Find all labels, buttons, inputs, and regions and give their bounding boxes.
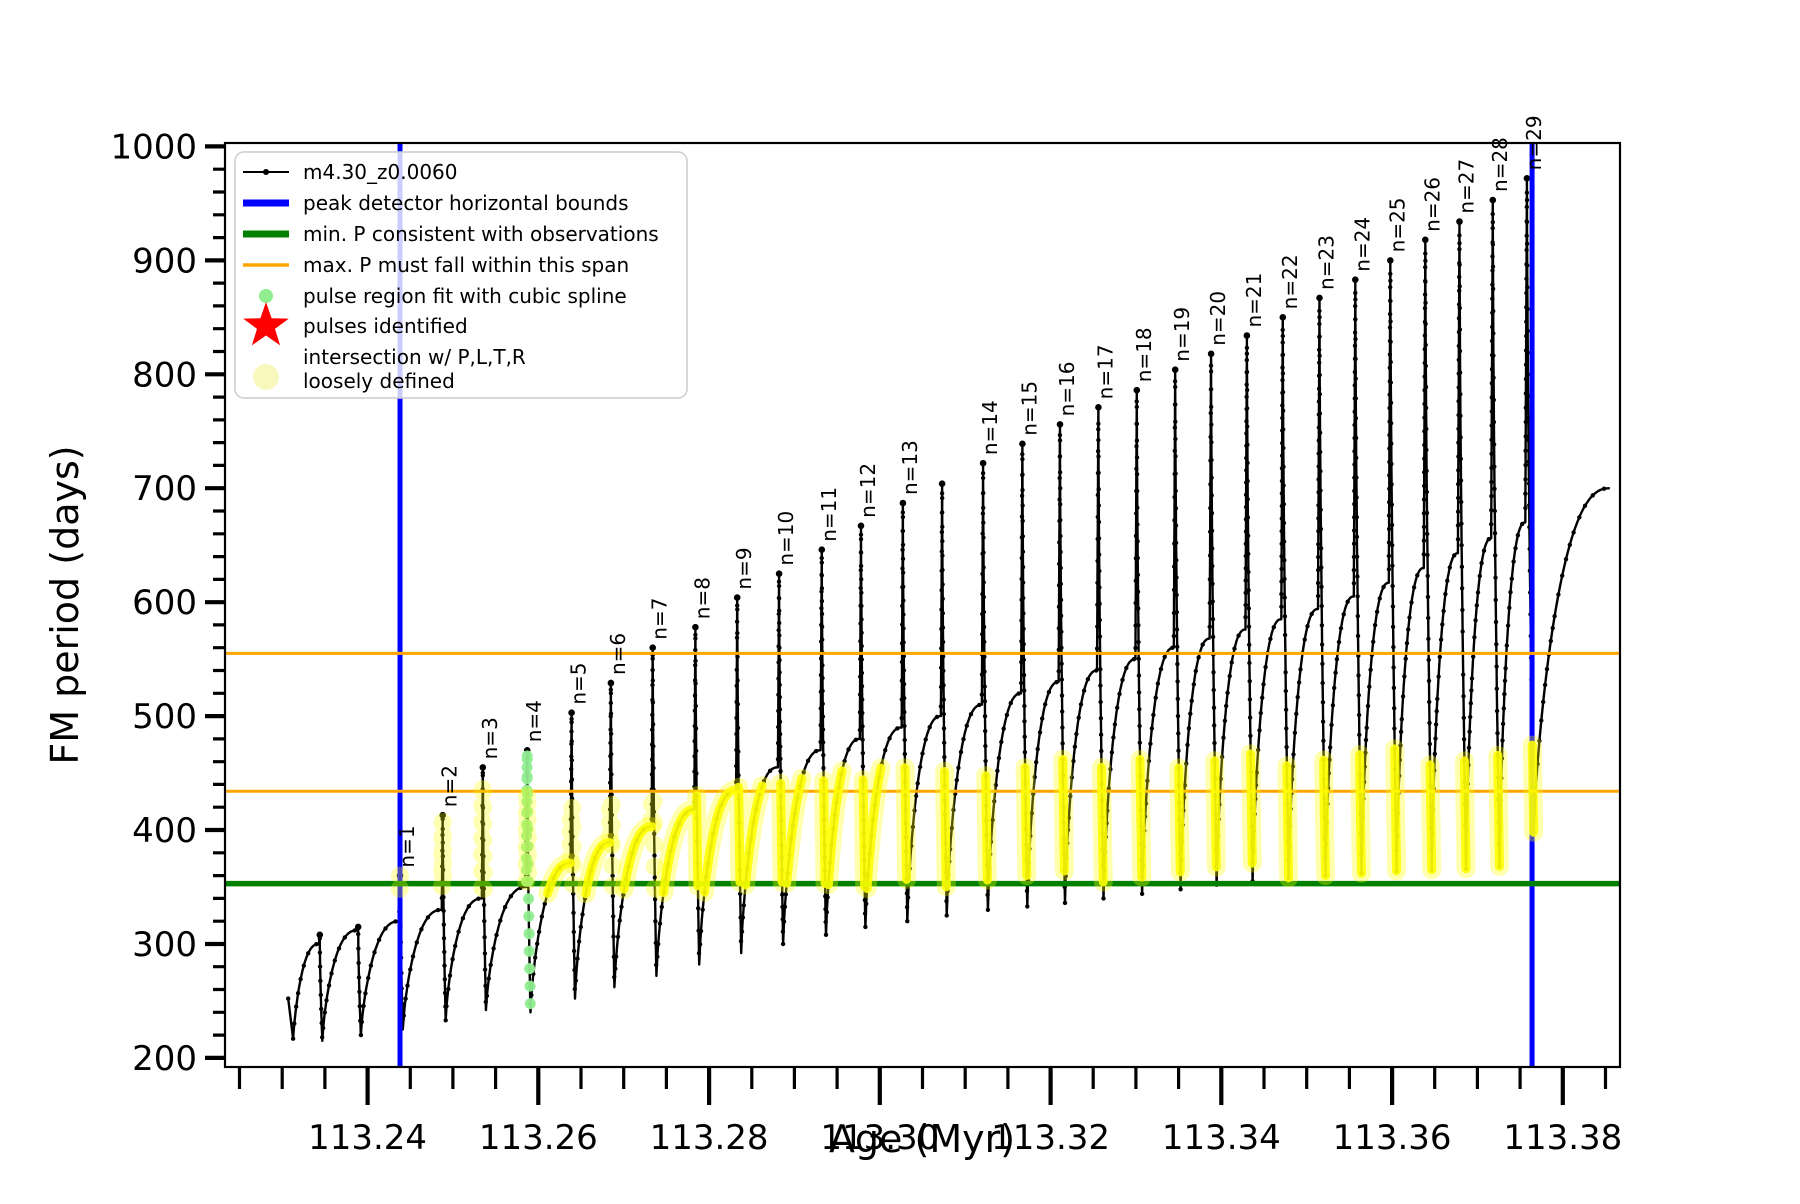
pulse-number-labels-layer: n=1 n=2 n=3 n=4 n=5 n=6 n=7 n=8 n=9 n=10 n=11 n=12 n… [395, 115, 1546, 867]
x-tick-label: 113.38 [1503, 1118, 1622, 1158]
pulse-number-label: n=7 [648, 598, 672, 640]
pulse-number-label: n=2 [438, 765, 462, 807]
x-tick-label: 113.30 [820, 1118, 939, 1158]
y-tick-label: 500 [132, 697, 197, 737]
legend-item-peak-bounds: peak detector horizontal bounds [243, 191, 629, 215]
pulse-number-label: n=18 [1132, 327, 1156, 382]
minor-ticks [213, 167, 1608, 1089]
spline-fit-dots-layer [520, 750, 536, 1010]
legend-label-pulses: pulses identified [303, 314, 468, 338]
legend-label-series: m4.30_z0.0060 [303, 160, 458, 184]
pulse-number-label: n=11 [817, 487, 841, 542]
legend-item-max-p: max. P must fall within this span [243, 253, 629, 277]
pulse-number-label: n=28 [1488, 137, 1512, 192]
pulse-number-label: n=8 [690, 577, 714, 619]
y-tick-label: 1000 [110, 127, 197, 167]
pulse-number-label: n=6 [606, 633, 630, 675]
pulse-number-label: n=16 [1055, 362, 1079, 417]
pulse-number-label: n=9 [732, 547, 756, 589]
pulse-number-label: n=5 [567, 662, 591, 704]
pulse-number-label: n=12 [856, 463, 880, 518]
pulse-number-label: n=15 [1017, 381, 1041, 436]
spline-dot-swatch [259, 289, 273, 303]
pulse-number-label: n=17 [1093, 344, 1117, 399]
pulse-number-label: n=25 [1385, 197, 1409, 252]
pulse-number-label: n=26 [1420, 177, 1444, 232]
legend-label-intersection-line2: loosely defined [303, 369, 455, 393]
pulse-number-label: n=13 [898, 440, 922, 495]
y-tick-label: 700 [132, 469, 197, 509]
legend-label-spline: pulse region fit with cubic spline [303, 284, 627, 308]
pulse-number-label: n=10 [774, 511, 798, 566]
pulse-number-label: n=22 [1278, 254, 1302, 309]
y-tick-label: 400 [132, 811, 197, 851]
y-tick-label: 900 [132, 241, 197, 281]
pulse-number-label: n=27 [1454, 159, 1478, 214]
pulse-number-label: n=3 [478, 717, 502, 759]
legend-label-intersection-line1: intersection w/ P,L,T,R [303, 345, 526, 369]
x-tick-label: 113.32 [991, 1118, 1110, 1158]
x-tick-label: 113.24 [308, 1118, 427, 1158]
pulse-number-label: n=19 [1170, 307, 1194, 362]
pulse-number-label: n=20 [1206, 291, 1230, 346]
intersection-rings [390, 780, 664, 898]
y-tick-label: 800 [132, 355, 197, 395]
legend-label-min-p: min. P consistent with observations [303, 222, 659, 246]
pulse-number-label: n=14 [978, 400, 1002, 455]
x-tick-label: 113.36 [1333, 1118, 1452, 1158]
axes-layer: 113.24 113.26 113.28 113.30 113.32 113.34 113.… [110, 127, 1622, 1158]
intersection-dot-swatch [253, 364, 279, 390]
y-tick-label: 300 [132, 925, 197, 965]
pulse-number-label: n=29 [1522, 115, 1546, 170]
spline-fit-dots [520, 750, 536, 1010]
x-tick-label: 113.34 [1162, 1118, 1281, 1158]
legend-item-series: m4.30_z0.0060 [243, 160, 458, 184]
pulse-number-label: n=24 [1350, 217, 1374, 272]
intersection-bands-core [543, 740, 1539, 899]
legend-item-min-p: min. P consistent with observations [243, 222, 659, 246]
y-tick-label: 600 [132, 583, 197, 623]
pulse-star-icon [243, 302, 289, 346]
legend-item-spline: pulse region fit with cubic spline [259, 284, 627, 308]
major-ticks [205, 144, 1565, 1105]
pulse-number-label: n=4 [522, 700, 546, 742]
pulse-number-label: n=23 [1314, 235, 1338, 290]
y-tick-label: 200 [132, 1039, 197, 1079]
pulse-number-label: n=1 [395, 825, 419, 867]
pulse-number-label: n=21 [1242, 273, 1266, 328]
series-dot-swatch [263, 169, 269, 175]
x-tick-label: 113.28 [650, 1118, 769, 1158]
legend: m4.30_z0.0060 peak detector horizontal b… [234, 151, 688, 399]
legend-label-max-p: max. P must fall within this span [303, 253, 629, 277]
legend-item-pulses: pulses identified [243, 302, 468, 346]
legend-item-intersection: intersection w/ P,L,T,R loosely defined [253, 345, 526, 393]
legend-label-peak-bounds: peak detector horizontal bounds [303, 191, 629, 215]
legend-box [234, 151, 688, 399]
intersection-markers-layer [390, 735, 1544, 904]
x-tick-label: 113.26 [479, 1118, 598, 1158]
y-axis-label: FM period (days) [43, 445, 87, 764]
x-axis-label: Age (Myr) [829, 1117, 1015, 1161]
